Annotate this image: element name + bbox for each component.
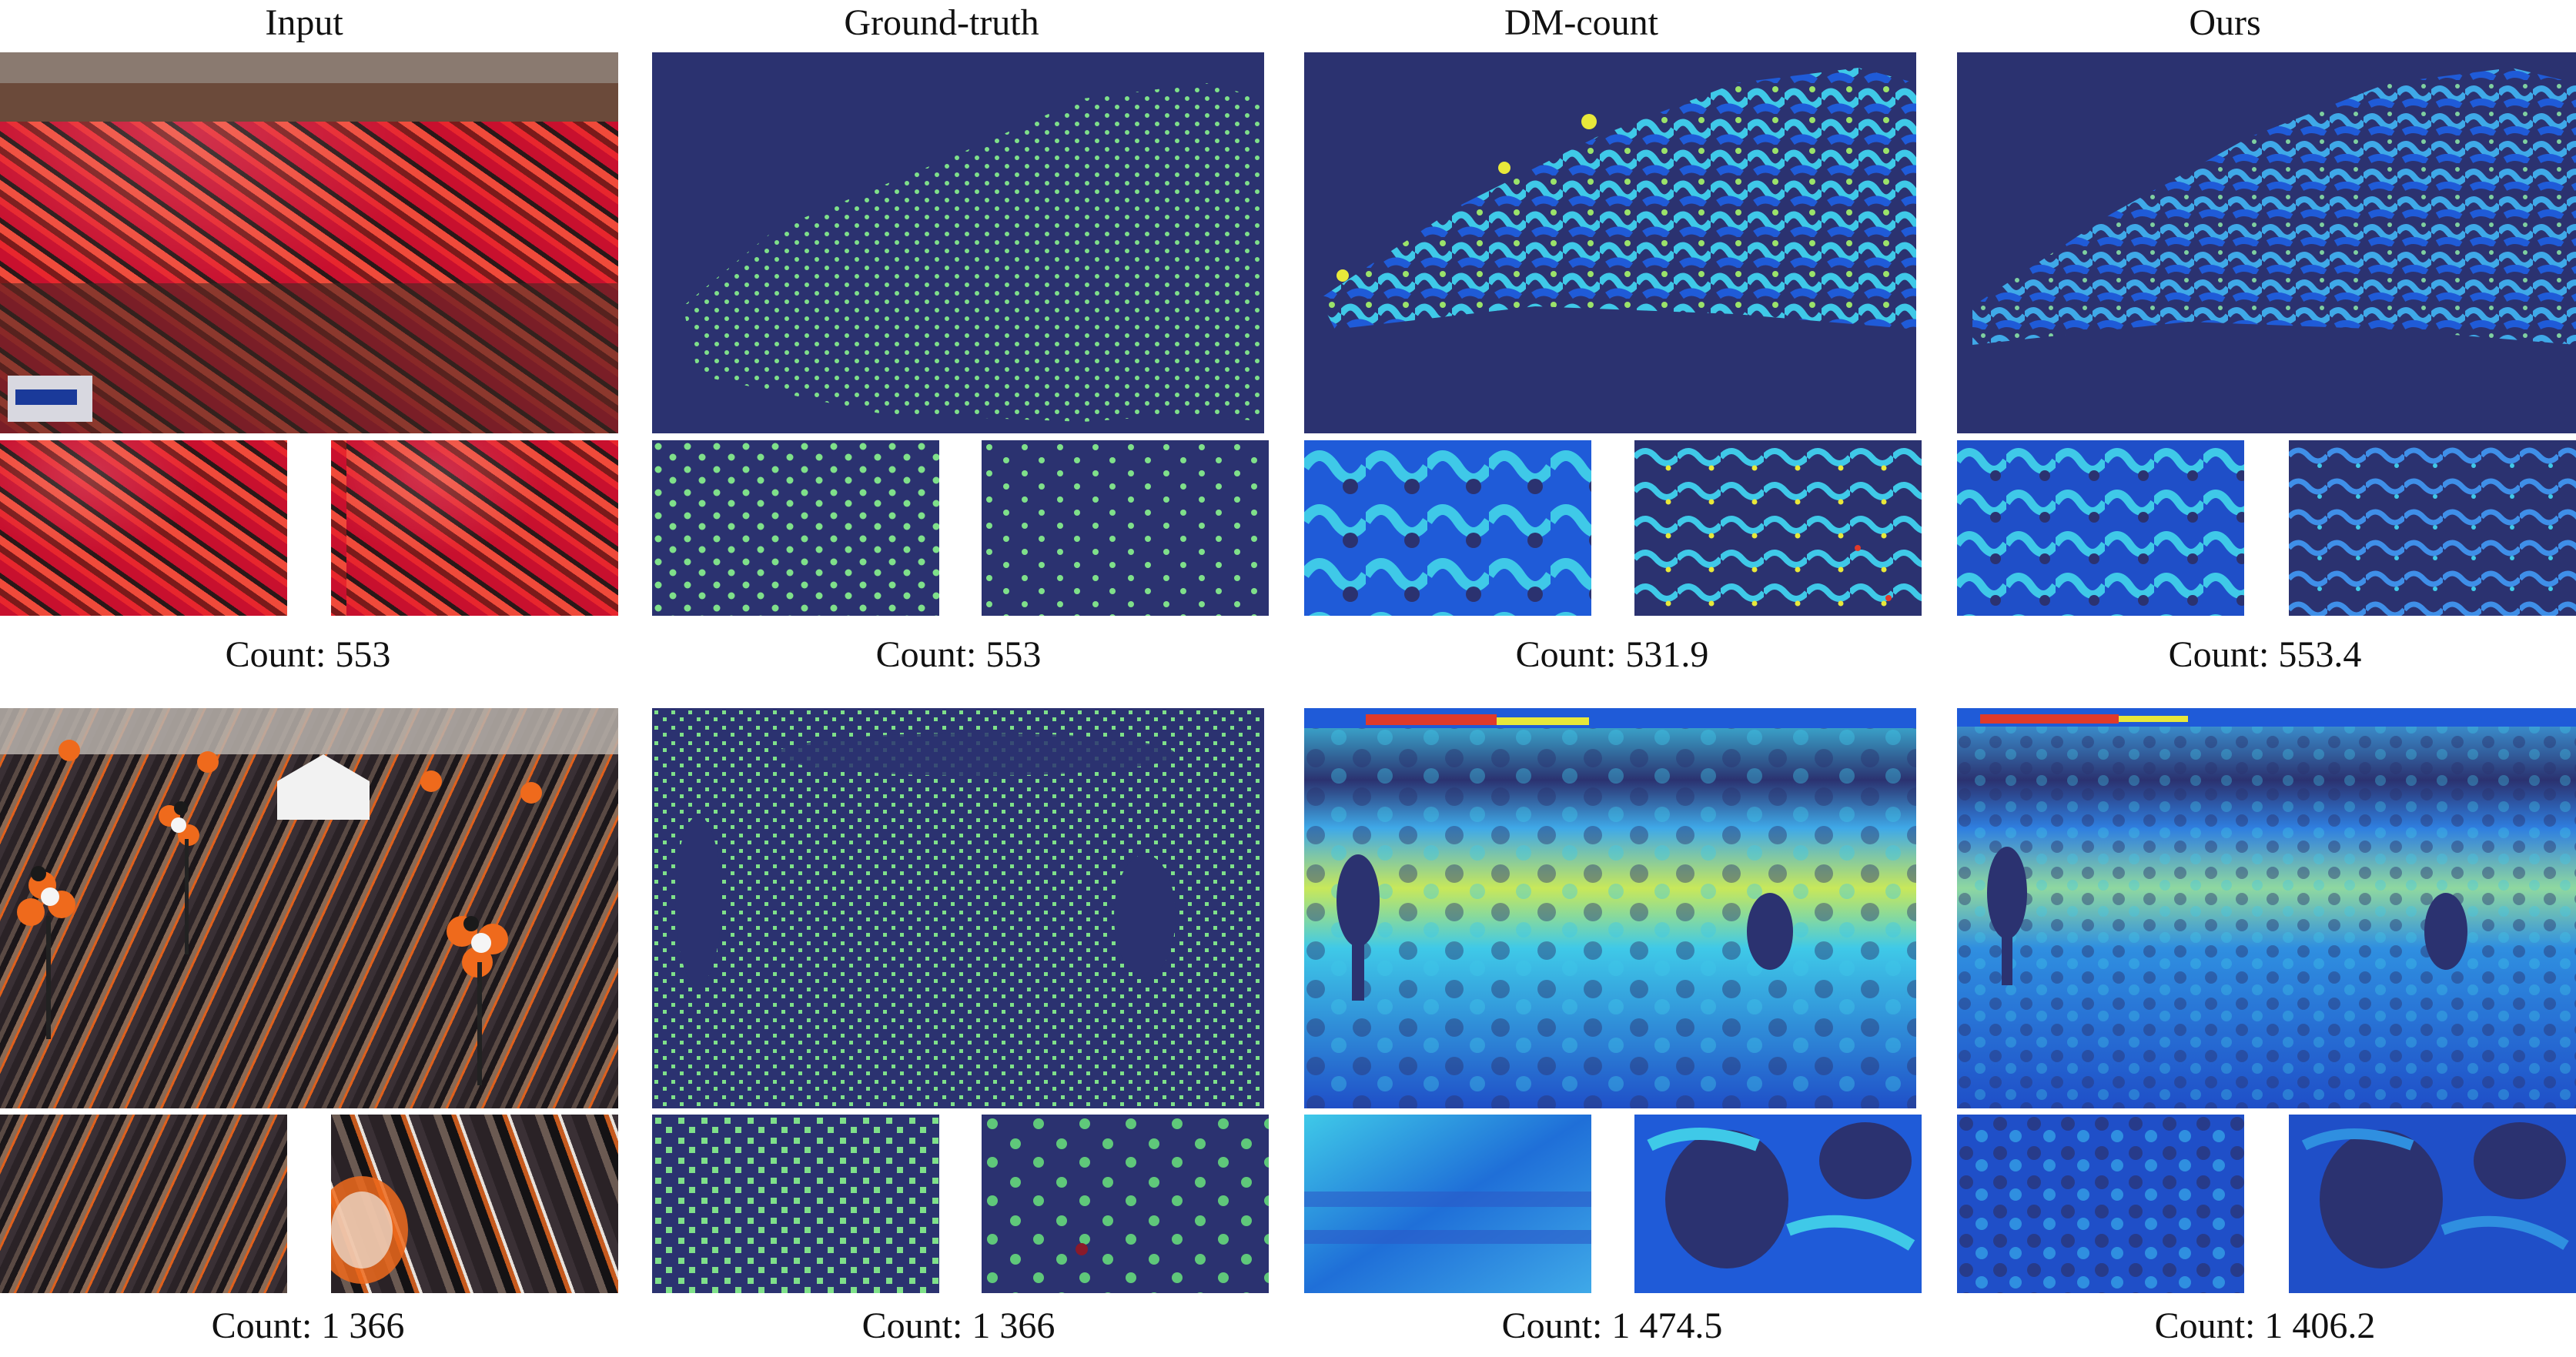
column-header-input: Input (265, 2, 343, 43)
count-label-input-row2: Count: 1 366 (211, 1305, 405, 1346)
input-crop-row1-left (0, 440, 287, 616)
dm-count-crop-row1-right (1634, 440, 1922, 616)
dm-count-crop-row2-left (1304, 1115, 1591, 1293)
count-label-ours-row1: Count: 553.4 (2168, 634, 2362, 675)
dm-count-crop-row2-right (1634, 1115, 1922, 1293)
count-label-ours-row2: Count: 1 406.2 (2154, 1305, 2376, 1346)
count-label-dm-count-row1: Count: 531.9 (1515, 634, 1709, 675)
ground-truth-crop-row2-left (652, 1115, 939, 1293)
dm-count-crop-row1-left (1304, 440, 1591, 616)
dm-count-map-row1 (1304, 52, 1916, 433)
ground-truth-crop-row1-right (982, 440, 1269, 616)
ground-truth-crop-row1-left (652, 440, 939, 616)
count-label-dm-count-row2: Count: 1 474.5 (1501, 1305, 1723, 1346)
dm-count-map-row2 (1304, 708, 1916, 1108)
input-crop-row2-right (331, 1115, 618, 1293)
ours-crop-row2-right (2289, 1115, 2576, 1293)
ours-crop-row1-right (2289, 440, 2576, 616)
input-image-row2 (0, 708, 618, 1108)
column-header-ground-truth: Ground-truth (844, 2, 1039, 43)
count-label-ground-truth-row2: Count: 1 366 (861, 1305, 1055, 1346)
column-header-ours: Ours (2189, 2, 2261, 43)
ours-crop-row2-left (1957, 1115, 2244, 1293)
column-header-dm-count: DM-count (1504, 2, 1658, 43)
ours-crop-row1-left (1957, 440, 2244, 616)
count-label-input-row1: Count: 553 (225, 634, 391, 675)
input-crop-row1-right (331, 440, 618, 616)
ours-map-row2 (1957, 708, 2576, 1108)
count-label-ground-truth-row1: Count: 553 (875, 634, 1042, 675)
ours-map-row1 (1957, 52, 2576, 433)
ground-truth-crop-row2-right (982, 1115, 1269, 1293)
ground-truth-map-row1 (652, 52, 1264, 433)
input-image-row1 (0, 52, 618, 433)
ground-truth-map-row2 (652, 708, 1264, 1108)
input-crop-row2-left (0, 1115, 287, 1293)
